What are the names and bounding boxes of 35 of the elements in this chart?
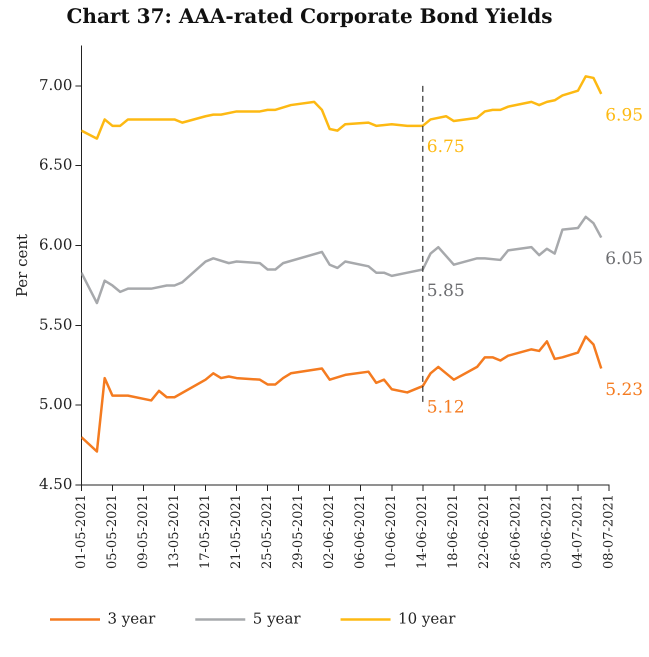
x-tick-label: 08-07-2021	[601, 494, 616, 569]
legend-label: 3 year	[108, 609, 156, 628]
x-tick-label: 05-05-2021	[104, 494, 120, 569]
y-tick-label: 6.50	[38, 156, 72, 174]
x-tick-label: 18-06-2021	[446, 494, 462, 569]
x-tick-label: 22-06-2021	[477, 494, 492, 569]
x-tick-label: 25-05-2021	[260, 494, 275, 569]
annotation: 5.12	[426, 397, 465, 418]
x-tick-label: 30-06-2021	[539, 494, 554, 569]
x-tick-label: 13-05-2021	[166, 494, 182, 569]
x-tick-label: 02-06-2021	[322, 494, 338, 569]
x-tick-label: 10-06-2021	[384, 494, 400, 569]
x-tick-label: 26-06-2021	[508, 494, 524, 569]
y-axis-title: Per cent	[12, 234, 31, 298]
legend-label: 5 year	[252, 609, 302, 628]
x-tick-label: 01-05-2021	[74, 494, 89, 569]
x-tick-label: 09-05-2021	[136, 494, 151, 569]
x-tick-label: 29-05-2021	[291, 494, 306, 569]
x-tick-label: 04-07-2021	[570, 494, 586, 569]
x-tick-label: 14-06-2021	[415, 494, 430, 569]
x-tick-label: 06-06-2021	[353, 494, 368, 569]
annotation: 6.95	[605, 105, 644, 126]
annotation: 6.75	[426, 137, 465, 158]
chart-title: Chart 37: AAA-rated Corporate Bond Yields	[66, 4, 552, 28]
y-tick-label: 5.00	[38, 395, 72, 414]
y-tick-label: 4.50	[38, 474, 72, 493]
y-tick-label: 6.00	[38, 235, 72, 254]
annotation: 6.05	[605, 249, 644, 270]
annotation: 5.23	[605, 380, 644, 400]
x-tick-label: 17-05-2021	[198, 494, 213, 569]
y-tick-label: 7.00	[38, 76, 72, 94]
y-tick-label: 5.50	[38, 315, 72, 334]
legend-label: 10 year	[398, 609, 456, 628]
annotation: 5.85	[426, 280, 465, 301]
x-tick-label: 21-05-2021	[228, 494, 244, 569]
